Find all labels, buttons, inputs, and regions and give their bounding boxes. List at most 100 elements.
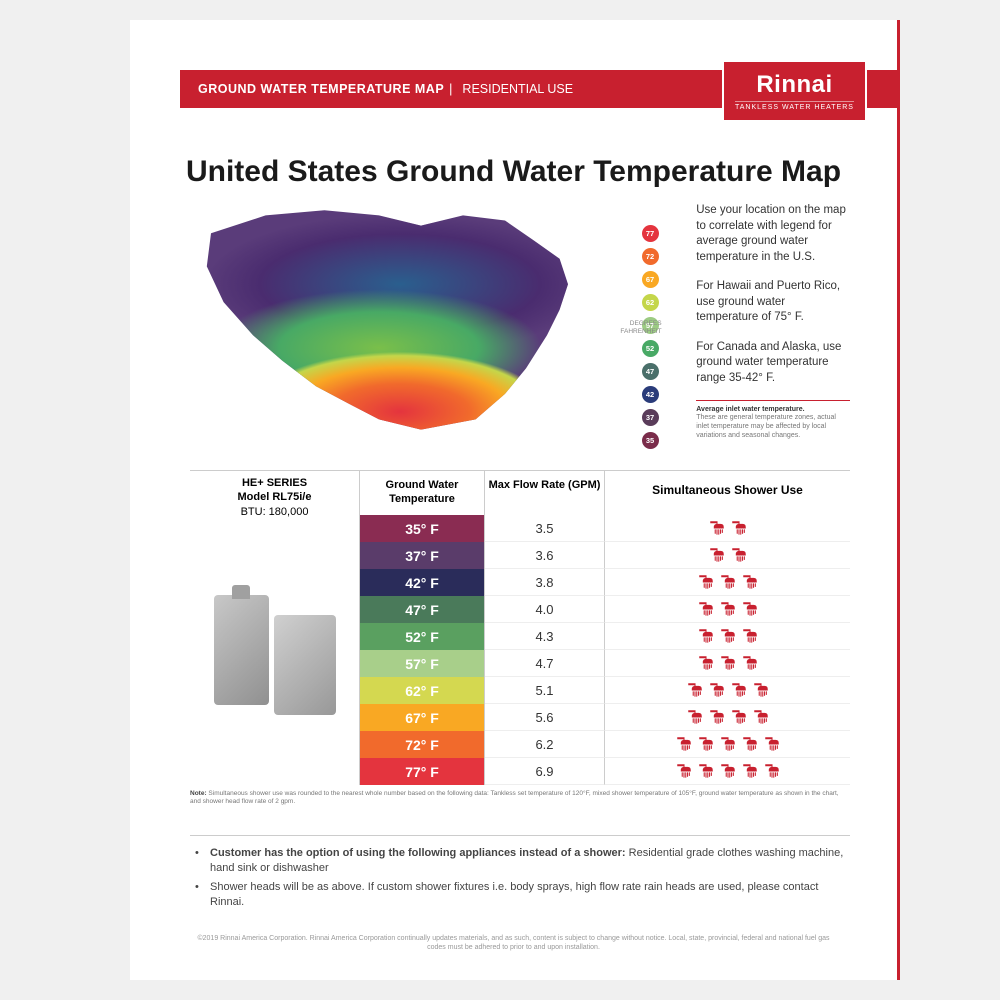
flow-cell: 4.3	[485, 623, 605, 650]
shower-icon	[730, 547, 748, 563]
legend-dot: 52	[642, 340, 659, 357]
legend-dot: 37	[642, 409, 659, 426]
document-page: GROUND WATER TEMPERATURE MAP | RESIDENTI…	[130, 20, 900, 980]
flow-cell: 3.6	[485, 542, 605, 569]
flow-header: Max Flow Rate (GPM)	[485, 471, 605, 515]
shower-icon	[741, 601, 759, 617]
table-header-row: HE+ SERIES Model RL75i/e BTU: 180,000 Gr…	[190, 470, 850, 515]
shower-icon	[730, 709, 748, 725]
map-degrees-label: DEGREESFAHRENHEIT	[620, 320, 661, 336]
shower-cell	[605, 677, 850, 704]
header-divider: |	[449, 82, 452, 96]
shower-icon	[697, 736, 715, 752]
performance-table: HE+ SERIES Model RL75i/e BTU: 180,000 Gr…	[190, 470, 850, 807]
shower-icon	[741, 763, 759, 779]
map-info-column: Use your location on the map to correlat…	[696, 195, 850, 465]
shower-cell	[605, 515, 850, 542]
shower-icon	[752, 709, 770, 725]
info-note-text: These are general temperature zones, act…	[696, 413, 850, 440]
shower-cell	[605, 596, 850, 623]
shower-icon	[697, 628, 715, 644]
logo-tagline: TANKLESS WATER HEATERS	[735, 101, 854, 111]
shower-cell	[605, 650, 850, 677]
legend-dot: 77	[642, 225, 659, 242]
shower-icon	[741, 574, 759, 590]
table-footnote: Note: Simultaneous shower use was rounde…	[190, 790, 850, 807]
shower-icon	[675, 763, 693, 779]
flow-cell: 3.5	[485, 515, 605, 542]
table-row: 37° F3.6	[360, 542, 850, 569]
table-row: 35° F3.5	[360, 515, 850, 542]
shower-icon	[708, 682, 726, 698]
shower-icon	[697, 763, 715, 779]
shower-icon	[741, 655, 759, 671]
shower-icon	[708, 547, 726, 563]
flow-cell: 5.1	[485, 677, 605, 704]
table-row: 47° F4.0	[360, 596, 850, 623]
copyright-text: ©2019 Rinnai America Corporation. Rinnai…	[190, 934, 837, 952]
shower-icon	[719, 574, 737, 590]
shower-icon	[763, 736, 781, 752]
shower-icon	[730, 682, 748, 698]
legend-dot: 42	[642, 386, 659, 403]
temp-cell: 67° F	[360, 704, 485, 731]
temp-header: Ground Water Temperature	[360, 471, 485, 515]
shower-icon	[719, 763, 737, 779]
shower-icon	[741, 628, 759, 644]
shower-icon	[675, 736, 693, 752]
table-row: 52° F4.3	[360, 623, 850, 650]
header-title: GROUND WATER TEMPERATURE MAP	[198, 82, 444, 96]
flow-cell: 5.6	[485, 704, 605, 731]
shower-icon	[752, 682, 770, 698]
note-text: Simultaneous shower use was rounded to t…	[190, 790, 839, 805]
map-section: DEGREESFAHRENHEIT 77726762575247423735 U…	[190, 195, 850, 465]
shower-icon	[697, 655, 715, 671]
temp-cell: 52° F	[360, 623, 485, 650]
shower-icon	[719, 628, 737, 644]
water-heater-image-1	[214, 595, 269, 705]
info-paragraph-2: For Hawaii and Puerto Rico, use ground w…	[696, 279, 850, 326]
temp-cell: 77° F	[360, 758, 485, 785]
main-title: United States Ground Water Temperature M…	[130, 155, 897, 189]
header-subtitle: RESIDENTIAL USE	[462, 82, 573, 96]
temp-cell: 57° F	[360, 650, 485, 677]
flow-cell: 4.7	[485, 650, 605, 677]
temp-cell: 47° F	[360, 596, 485, 623]
logo-brand-text: Rinnai	[756, 71, 832, 99]
table-row: 57° F4.7	[360, 650, 850, 677]
temp-cell: 35° F	[360, 515, 485, 542]
product-image-cell	[190, 515, 360, 785]
product-series: HE+ SERIES	[190, 476, 359, 490]
shower-header: Simultaneous Shower Use	[605, 471, 850, 515]
flow-cell: 3.8	[485, 569, 605, 596]
table-body: 35° F3.537° F3.642° F3.847° F4.052° F4.3…	[190, 515, 850, 785]
water-heater-image-2	[274, 615, 336, 715]
shower-cell	[605, 623, 850, 650]
bullet-2: Shower heads will be as above. If custom…	[190, 880, 850, 910]
bullet-1-bold: Customer has the option of using the fol…	[210, 847, 626, 859]
legend-dot: 72	[642, 248, 659, 265]
table-row: 72° F6.2	[360, 731, 850, 758]
shower-cell	[605, 731, 850, 758]
table-row: 62° F5.1	[360, 677, 850, 704]
legend-dot: 67	[642, 271, 659, 288]
shower-icon	[697, 574, 715, 590]
shower-cell	[605, 569, 850, 596]
shower-cell	[605, 542, 850, 569]
bullet-1: Customer has the option of using the fol…	[190, 846, 850, 876]
usa-map-container: DEGREESFAHRENHEIT	[190, 195, 617, 455]
shower-icon	[686, 709, 704, 725]
shower-icon	[730, 520, 748, 536]
legend-dot: 62	[642, 294, 659, 311]
shower-icon	[741, 736, 759, 752]
table-row: 77° F6.9	[360, 758, 850, 785]
temp-cell: 37° F	[360, 542, 485, 569]
info-paragraph-1: Use your location on the map to correlat…	[696, 203, 850, 265]
flow-cell: 6.2	[485, 731, 605, 758]
temp-cell: 62° F	[360, 677, 485, 704]
product-header: HE+ SERIES Model RL75i/e BTU: 180,000	[190, 471, 360, 515]
shower-cell	[605, 758, 850, 785]
legend-dot: 35	[642, 432, 659, 449]
shower-icon	[763, 763, 781, 779]
shower-icon	[708, 520, 726, 536]
